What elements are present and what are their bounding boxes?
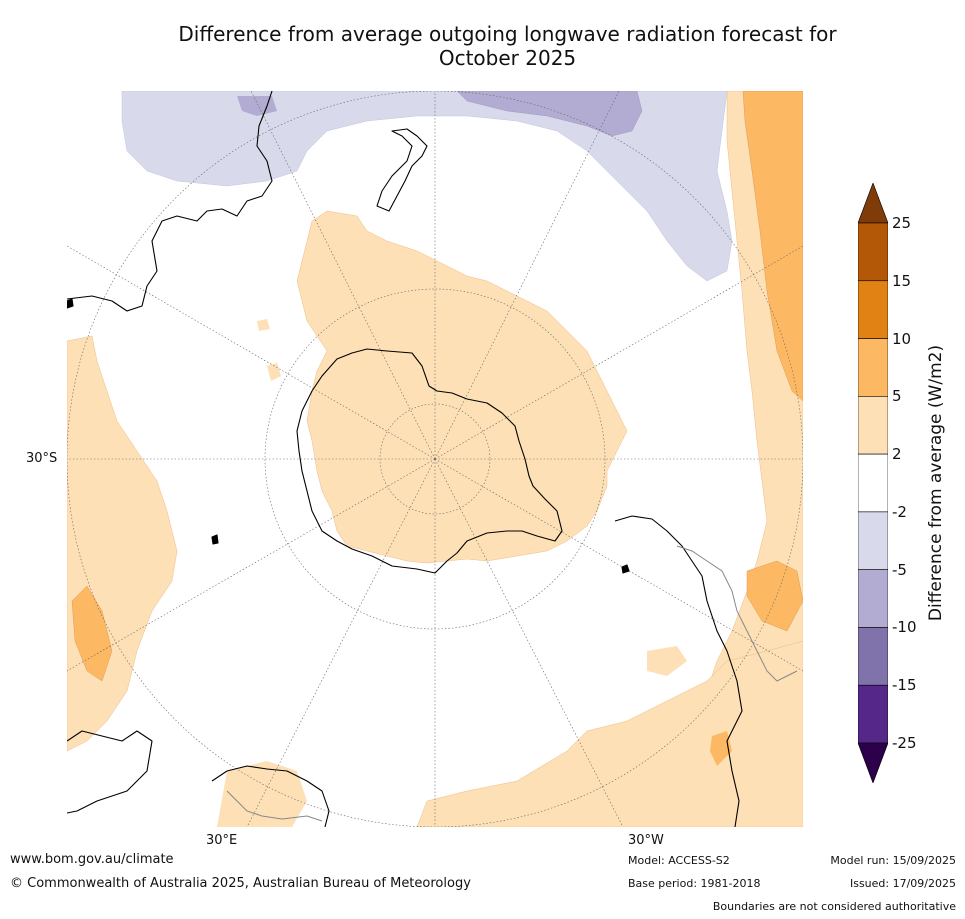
- anomaly-shading: [67, 91, 803, 827]
- anomaly-region-north-negative: [121, 91, 733, 282]
- graticule-circle-60s: [264, 288, 606, 630]
- colorbar: [858, 183, 888, 783]
- graticule: [67, 91, 803, 827]
- coastline-antarctica: [296, 348, 563, 574]
- graticule-circle-80s: [379, 403, 491, 515]
- anomaly-region-south-1: [416, 640, 803, 827]
- coastline-new-zealand: [376, 128, 428, 212]
- anomaly-region-west-strong: [71, 585, 113, 682]
- title-line-1: Difference from average outgoing longwav…: [178, 22, 837, 46]
- meridian-150w: [434, 458, 624, 827]
- colorbar-tick-label: 5: [892, 387, 902, 406]
- anomaly-region-small-2: [257, 319, 270, 331]
- colorbar-tick-label: -10: [892, 618, 917, 637]
- footer-base-period: Base period: 1981-2018: [628, 877, 761, 890]
- boundaries: [226, 545, 798, 822]
- colorbar-swatch: [858, 569, 888, 628]
- anomaly-region-south-3: [647, 646, 687, 676]
- anomaly-region-west: [67, 335, 178, 752]
- colorbar-tick-label: -2: [892, 502, 907, 521]
- meridian-60e: [67, 245, 436, 460]
- footer-disclaimer: Boundaries are not considered authoritat…: [712, 900, 956, 913]
- title-line-2: October 2025: [438, 46, 577, 70]
- anomaly-region-nw-negative-strong: [237, 96, 277, 116]
- anomaly-region-east-strong: [742, 91, 803, 402]
- anomaly-shading-medium: [71, 91, 803, 766]
- colorbar-tick-label: 25: [892, 214, 912, 232]
- colorbar-swatch: [858, 222, 888, 282]
- colorbar-extension-bottom: [858, 742, 888, 783]
- meridian-120e: [67, 458, 436, 672]
- boundary-southern-africa: [226, 790, 323, 822]
- colorbar-swatch: [858, 684, 888, 744]
- colorbar-swatch: [858, 511, 888, 570]
- anomaly-region-north-negative-strong: [456, 91, 643, 137]
- colorbar-swatch: [858, 280, 888, 339]
- colorbar-swatch: [858, 453, 888, 513]
- map-title: Difference from average outgoing longwav…: [60, 22, 955, 70]
- island-south-georgia: [621, 564, 630, 574]
- coastline-australia: [67, 91, 273, 312]
- colorbar-swatch: [858, 338, 888, 397]
- anomaly-shading-negative: [121, 91, 733, 282]
- island-tasmania: [67, 298, 74, 309]
- anomaly-region-s-strong: [710, 731, 732, 766]
- footer-model-run: Model run: 15/09/2025: [830, 854, 956, 867]
- colorbar-tick-label: 15: [892, 271, 912, 290]
- colorbar-tick-label: -5: [892, 560, 907, 579]
- polar-map: [67, 91, 803, 827]
- colorbar-tick-label: 10: [892, 329, 912, 348]
- colorbar-tick-label: -25: [892, 734, 917, 752]
- colorbar-title: Difference from average (W/m2): [926, 344, 946, 622]
- footer-model: Model: ACCESS-S2: [628, 854, 730, 867]
- colorbar-swatch: [858, 627, 888, 686]
- meridian-120w: [434, 458, 803, 672]
- anomaly-region-antarctic: [296, 210, 628, 564]
- island-kerguelen: [211, 534, 219, 545]
- footer-copyright: © Commonwealth of Australia 2025, Austra…: [10, 876, 471, 891]
- anomaly-region-south-2: [217, 761, 307, 827]
- lon-label-30e: 30°E: [206, 833, 238, 848]
- boundary-south-america: [676, 545, 798, 682]
- anomaly-region-se-strong: [746, 560, 803, 632]
- coastline-africa: [67, 730, 153, 814]
- lat-label-30s: 30°S: [26, 451, 58, 466]
- colorbar-extension-top: [858, 183, 888, 224]
- coastline-madagascar: [211, 765, 330, 827]
- meridian-60w: [434, 245, 803, 460]
- footer-issued: Issued: 17/09/2025: [849, 877, 956, 890]
- footer-url[interactable]: www.bom.gov.au/climate: [10, 852, 174, 867]
- colorbar-tick-label: 2: [892, 445, 902, 464]
- coastlines: [67, 91, 743, 827]
- polar-map-svg: [67, 91, 803, 827]
- meridian-150e: [246, 458, 436, 827]
- coastline-south-america: [614, 515, 743, 827]
- colorbar-swatch: [858, 396, 888, 455]
- colorbar-tick-label: -15: [892, 676, 917, 695]
- lon-label-30w: 30°W: [628, 833, 664, 848]
